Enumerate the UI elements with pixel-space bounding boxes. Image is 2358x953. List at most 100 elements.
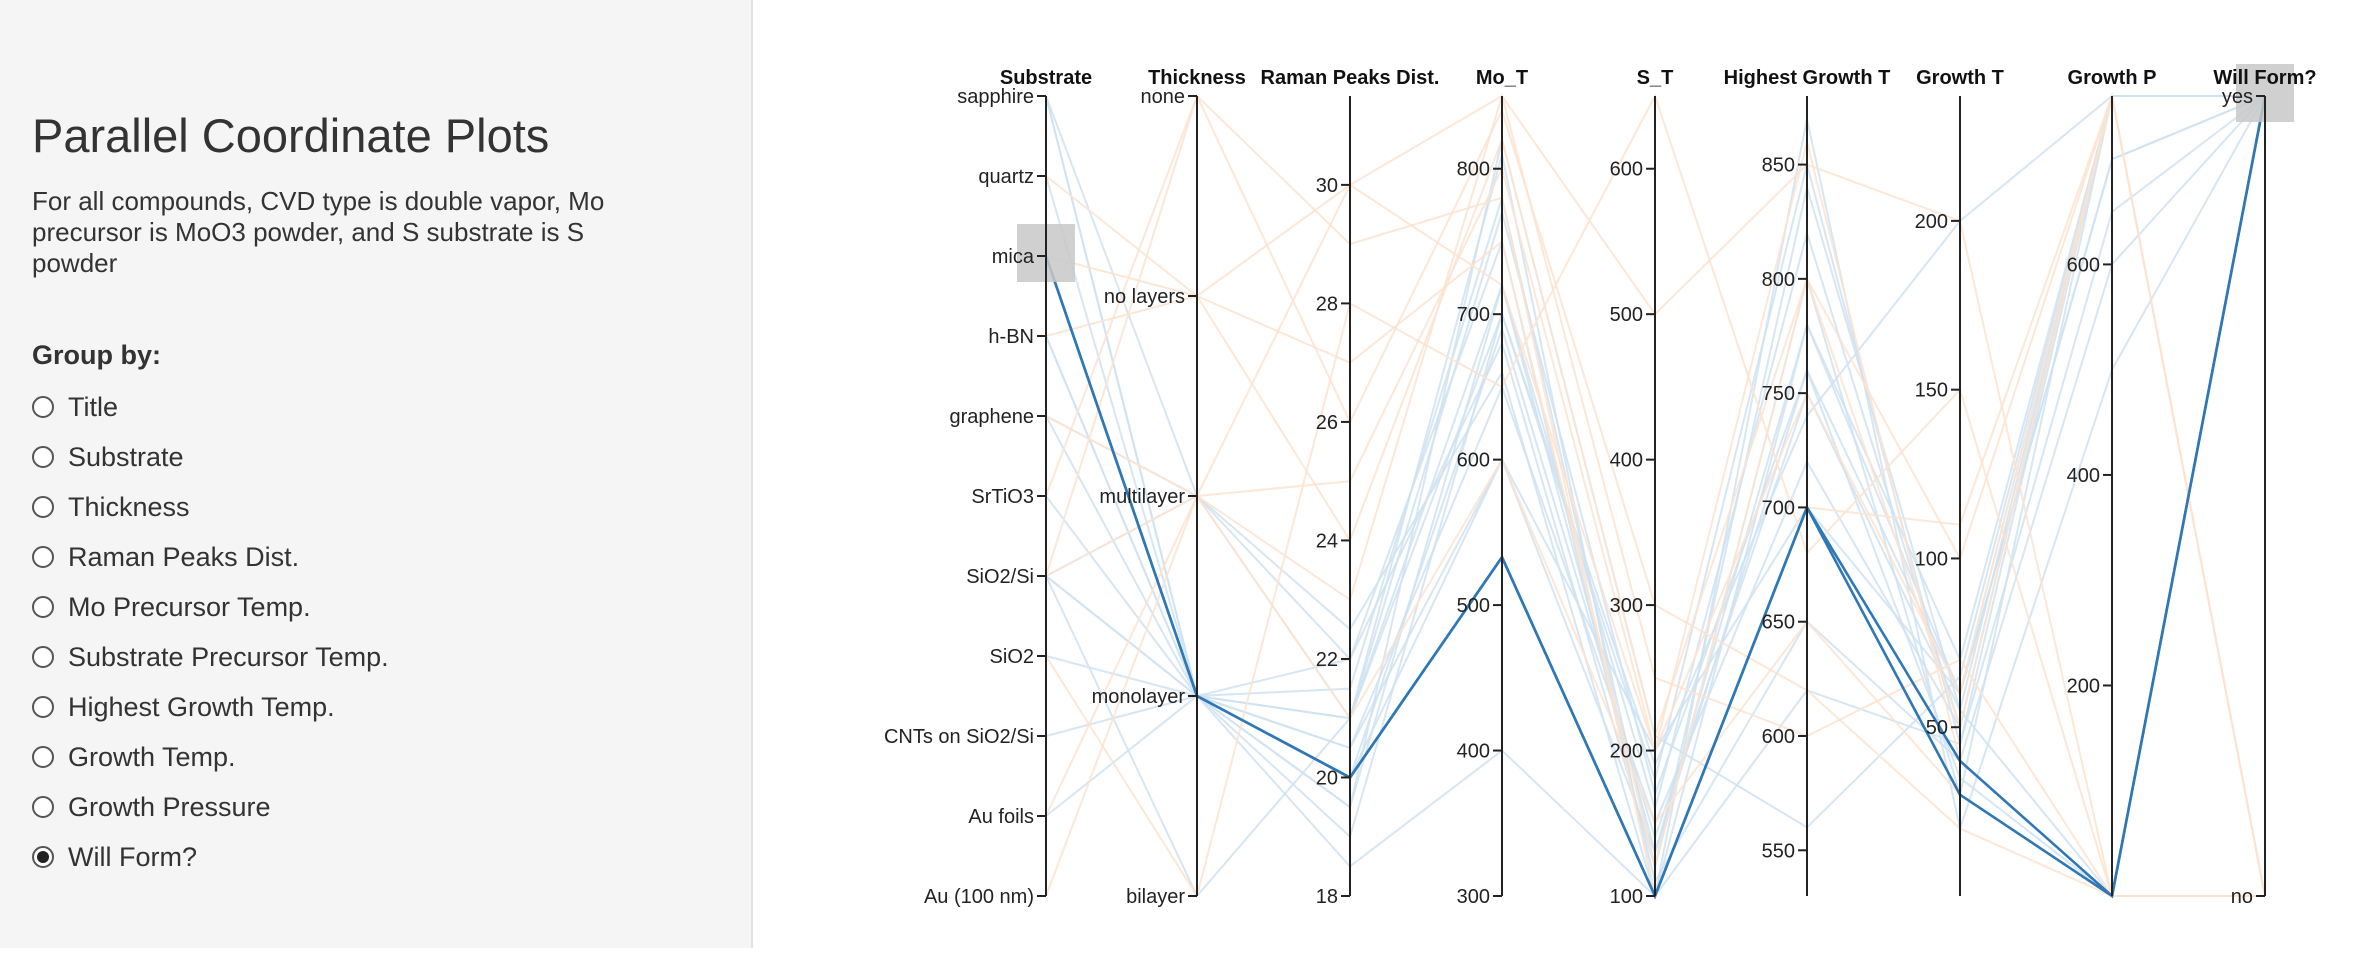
- tick-label: 800: [1762, 269, 1795, 291]
- tick-label: 550: [1762, 840, 1795, 862]
- radio-button[interactable]: [32, 546, 54, 568]
- tick-label: 26: [1316, 412, 1338, 434]
- axis-title: Thickness: [1148, 67, 1246, 89]
- group-by-option-thickness[interactable]: Thickness: [32, 482, 389, 532]
- plot-area: Substrate sapphire quartz mica h-BN graphene S…: [753, 0, 2358, 948]
- tick-label: none: [1141, 86, 1186, 108]
- tick-label: 300: [1457, 886, 1490, 908]
- tick-label: 50: [1926, 717, 1948, 739]
- option-label: Title: [68, 391, 119, 422]
- group-by-option-highest-growth-temp[interactable]: Highest Growth Temp.: [32, 682, 389, 732]
- tick-label: 100: [1610, 886, 1643, 908]
- tick-label: 20: [1316, 767, 1338, 789]
- radio-selected-dot: [37, 851, 49, 863]
- tick-label: 600: [2067, 254, 2100, 276]
- tick-label: Au foils: [968, 806, 1034, 828]
- tick-label: 18: [1316, 886, 1338, 908]
- page-title: Parallel Coordinate Plots: [32, 109, 550, 162]
- group-by-option-substrate-precursor-temp[interactable]: Substrate Precursor Temp.: [32, 632, 389, 682]
- tick-label: 600: [1762, 726, 1795, 748]
- axis-title: Will Form?: [2213, 67, 2316, 89]
- radio-button[interactable]: [32, 396, 54, 418]
- tick-label: bilayer: [1126, 886, 1185, 908]
- axis-s-t: S_T 100 200 300 400 500 600: [1610, 67, 1674, 908]
- radio-button[interactable]: [32, 846, 54, 868]
- tick-label: 100: [1915, 548, 1948, 570]
- radio-button[interactable]: [32, 696, 54, 718]
- tick-label: multilayer: [1099, 486, 1185, 508]
- axis-raman-peaks-dist: Raman Peaks Dist. 18 20 22 24 26 28 30: [1261, 67, 1440, 908]
- tick-label: SrTiO3: [971, 486, 1034, 508]
- axis-growth-t: Growth T 50 100 150 200: [1915, 67, 2004, 896]
- option-label: Thickness: [68, 491, 190, 522]
- tick-label: 400: [1457, 741, 1490, 763]
- tick-label: 600: [1457, 450, 1490, 472]
- group-by-option-will-form[interactable]: Will Form?: [32, 832, 389, 882]
- group-by-option-growth-pressure[interactable]: Growth Pressure: [32, 782, 389, 832]
- option-label: Substrate: [68, 441, 184, 472]
- tick-label: h-BN: [988, 326, 1034, 348]
- group-by-option-growth-temp[interactable]: Growth Temp.: [32, 732, 389, 782]
- option-label: Growth Temp.: [68, 741, 236, 772]
- tick-label: 150: [1915, 380, 1948, 402]
- sidebar-panel: Parallel Coordinate Plots For all compou…: [0, 0, 753, 948]
- option-label: Highest Growth Temp.: [68, 691, 335, 722]
- tick-label: graphene: [949, 406, 1034, 428]
- tick-label: 800: [1457, 159, 1490, 181]
- tick-label: 22: [1316, 649, 1338, 671]
- tick-label: monolayer: [1092, 686, 1186, 708]
- tick-label: 28: [1316, 293, 1338, 315]
- option-label: Growth Pressure: [68, 791, 271, 822]
- tick-label: 700: [1762, 497, 1795, 519]
- axis-highest-growth-t: Highest Growth T 550 600 650 700 750 800 850: [1724, 67, 1891, 896]
- radio-button[interactable]: [32, 496, 54, 518]
- radio-button[interactable]: [32, 796, 54, 818]
- tick-label: sapphire: [957, 86, 1034, 108]
- tick-label: 500: [1457, 595, 1490, 617]
- tick-label: 200: [1915, 211, 1948, 233]
- tick-label: mica: [992, 246, 1035, 268]
- radio-button[interactable]: [32, 596, 54, 618]
- radio-button[interactable]: [32, 646, 54, 668]
- tick-label: no: [2231, 886, 2253, 908]
- option-label: Raman Peaks Dist.: [68, 541, 300, 572]
- axis-title: Growth P: [2068, 67, 2157, 89]
- radio-button[interactable]: [32, 746, 54, 768]
- group-by-option-title[interactable]: Title: [32, 382, 389, 432]
- tick-label: 750: [1762, 383, 1795, 405]
- axis-title: Highest Growth T: [1724, 67, 1891, 89]
- radio-button[interactable]: [32, 446, 54, 468]
- tick-label: no layers: [1104, 286, 1185, 308]
- tick-label: yes: [2222, 86, 2253, 108]
- group-by-option-substrate[interactable]: Substrate: [32, 432, 389, 482]
- tick-label: 400: [1610, 450, 1643, 472]
- tick-label: 500: [1610, 304, 1643, 326]
- tick-label: 850: [1762, 155, 1795, 177]
- group-by-option-mo-precursor-temp[interactable]: Mo Precursor Temp.: [32, 582, 389, 632]
- tick-label: 600: [1610, 159, 1643, 181]
- tick-label: 200: [2067, 675, 2100, 697]
- group-by-option-raman-peaks[interactable]: Raman Peaks Dist.: [32, 532, 389, 582]
- group-by-radio-group: Title Substrate Thickness Raman Peaks Di…: [32, 382, 389, 882]
- axis-title: Mo_T: [1476, 67, 1528, 89]
- axis-title: S_T: [1637, 67, 1674, 89]
- option-label: Will Form?: [68, 841, 197, 872]
- tick-label: SiO2/Si: [966, 566, 1034, 588]
- tick-label: 30: [1316, 175, 1338, 197]
- axis-title: Substrate: [1000, 67, 1092, 89]
- axis-title: Growth T: [1916, 67, 2004, 89]
- axis-will-form: Will Form?yes no: [2213, 64, 2317, 908]
- tick-label: 200: [1610, 741, 1643, 763]
- page-description: For all compounds, CVD type is double va…: [32, 186, 605, 278]
- tick-label: 400: [2067, 465, 2100, 487]
- option-label: Substrate Precursor Temp.: [68, 641, 389, 672]
- tick-label: 24: [1316, 530, 1338, 552]
- option-label: Mo Precursor Temp.: [68, 591, 311, 622]
- axis-mo-t: Mo_T 300 400 500 600 700 800: [1457, 67, 1528, 908]
- tick-label: 700: [1457, 304, 1490, 326]
- axis-title: Raman Peaks Dist.: [1261, 67, 1440, 89]
